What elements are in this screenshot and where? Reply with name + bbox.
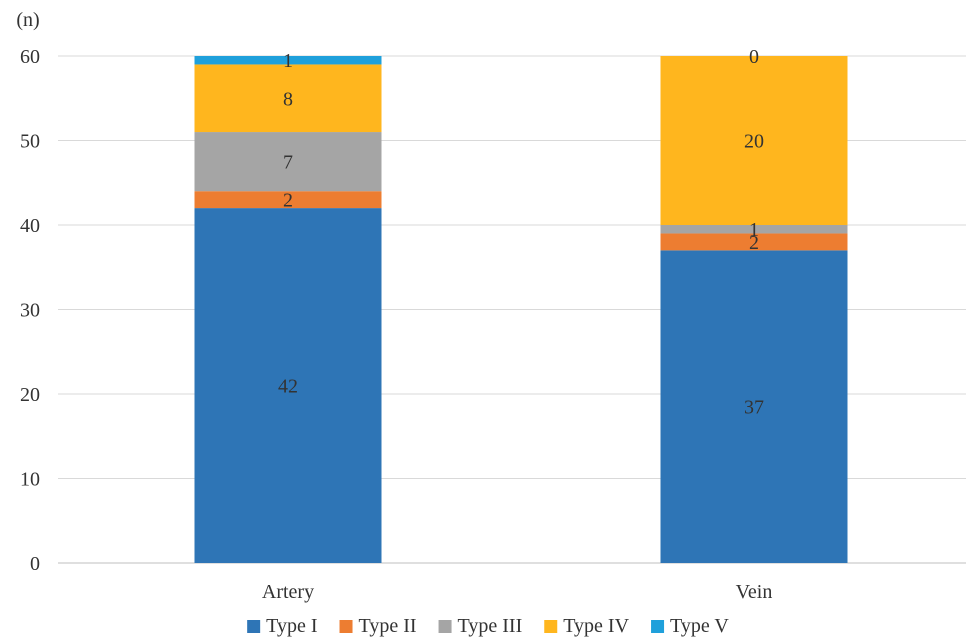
x-tick-label: Artery xyxy=(262,581,314,603)
legend-label: Type IV xyxy=(563,615,629,637)
bar-segment xyxy=(194,191,382,209)
legend: Type I Type II Type III Type IV Type V xyxy=(247,615,729,637)
data-label: 2 xyxy=(283,190,293,212)
data-label: 8 xyxy=(283,88,293,110)
bar-segment xyxy=(660,233,848,251)
bar-segment xyxy=(194,208,382,563)
data-label: 1 xyxy=(749,219,759,241)
data-label: 0 xyxy=(749,46,759,68)
y-tick-label: 0 xyxy=(30,553,40,575)
legend-item: Type III xyxy=(438,615,523,637)
data-label: 42 xyxy=(278,376,298,398)
bar-segment xyxy=(660,250,848,563)
legend-item: Type V xyxy=(651,615,729,637)
y-tick-label: 10 xyxy=(20,469,40,491)
bar-segment xyxy=(660,56,848,225)
legend-item: Type I xyxy=(247,615,318,637)
data-label: 1 xyxy=(283,50,293,72)
y-tick-label: 50 xyxy=(20,131,40,153)
y-tick-label: 60 xyxy=(20,46,40,68)
y-axis-unit-label: (n) xyxy=(16,9,39,31)
x-axis-ticks: Artery Vein xyxy=(262,581,772,603)
legend-label: Type III xyxy=(458,615,523,637)
y-tick-label: 30 xyxy=(20,300,40,322)
legend-item: Type II xyxy=(339,615,417,637)
x-tick-label: Vein xyxy=(736,581,773,603)
legend-swatch xyxy=(247,620,261,633)
legend-swatch xyxy=(651,620,665,633)
legend-swatch xyxy=(544,620,558,633)
legend-item: Type IV xyxy=(544,615,630,637)
bar-segment xyxy=(194,56,382,65)
y-tick-label: 40 xyxy=(20,215,40,237)
data-label: 7 xyxy=(283,152,293,174)
legend-swatch xyxy=(438,620,452,633)
legend-label: Type V xyxy=(670,615,729,637)
data-label: 37 xyxy=(744,397,764,419)
data-label: 20 xyxy=(744,131,764,153)
legend-label: Type I xyxy=(266,615,317,637)
legend-swatch xyxy=(339,620,353,633)
data-label: 2 xyxy=(749,232,759,254)
bar-segment xyxy=(660,225,848,234)
y-axis-ticks: 0 10 20 30 40 50 60 xyxy=(20,46,40,575)
y-tick-label: 20 xyxy=(20,384,40,406)
bar-segment xyxy=(194,64,382,133)
bars xyxy=(194,56,848,563)
bar-segment xyxy=(194,132,382,192)
legend-label: Type II xyxy=(359,615,417,637)
